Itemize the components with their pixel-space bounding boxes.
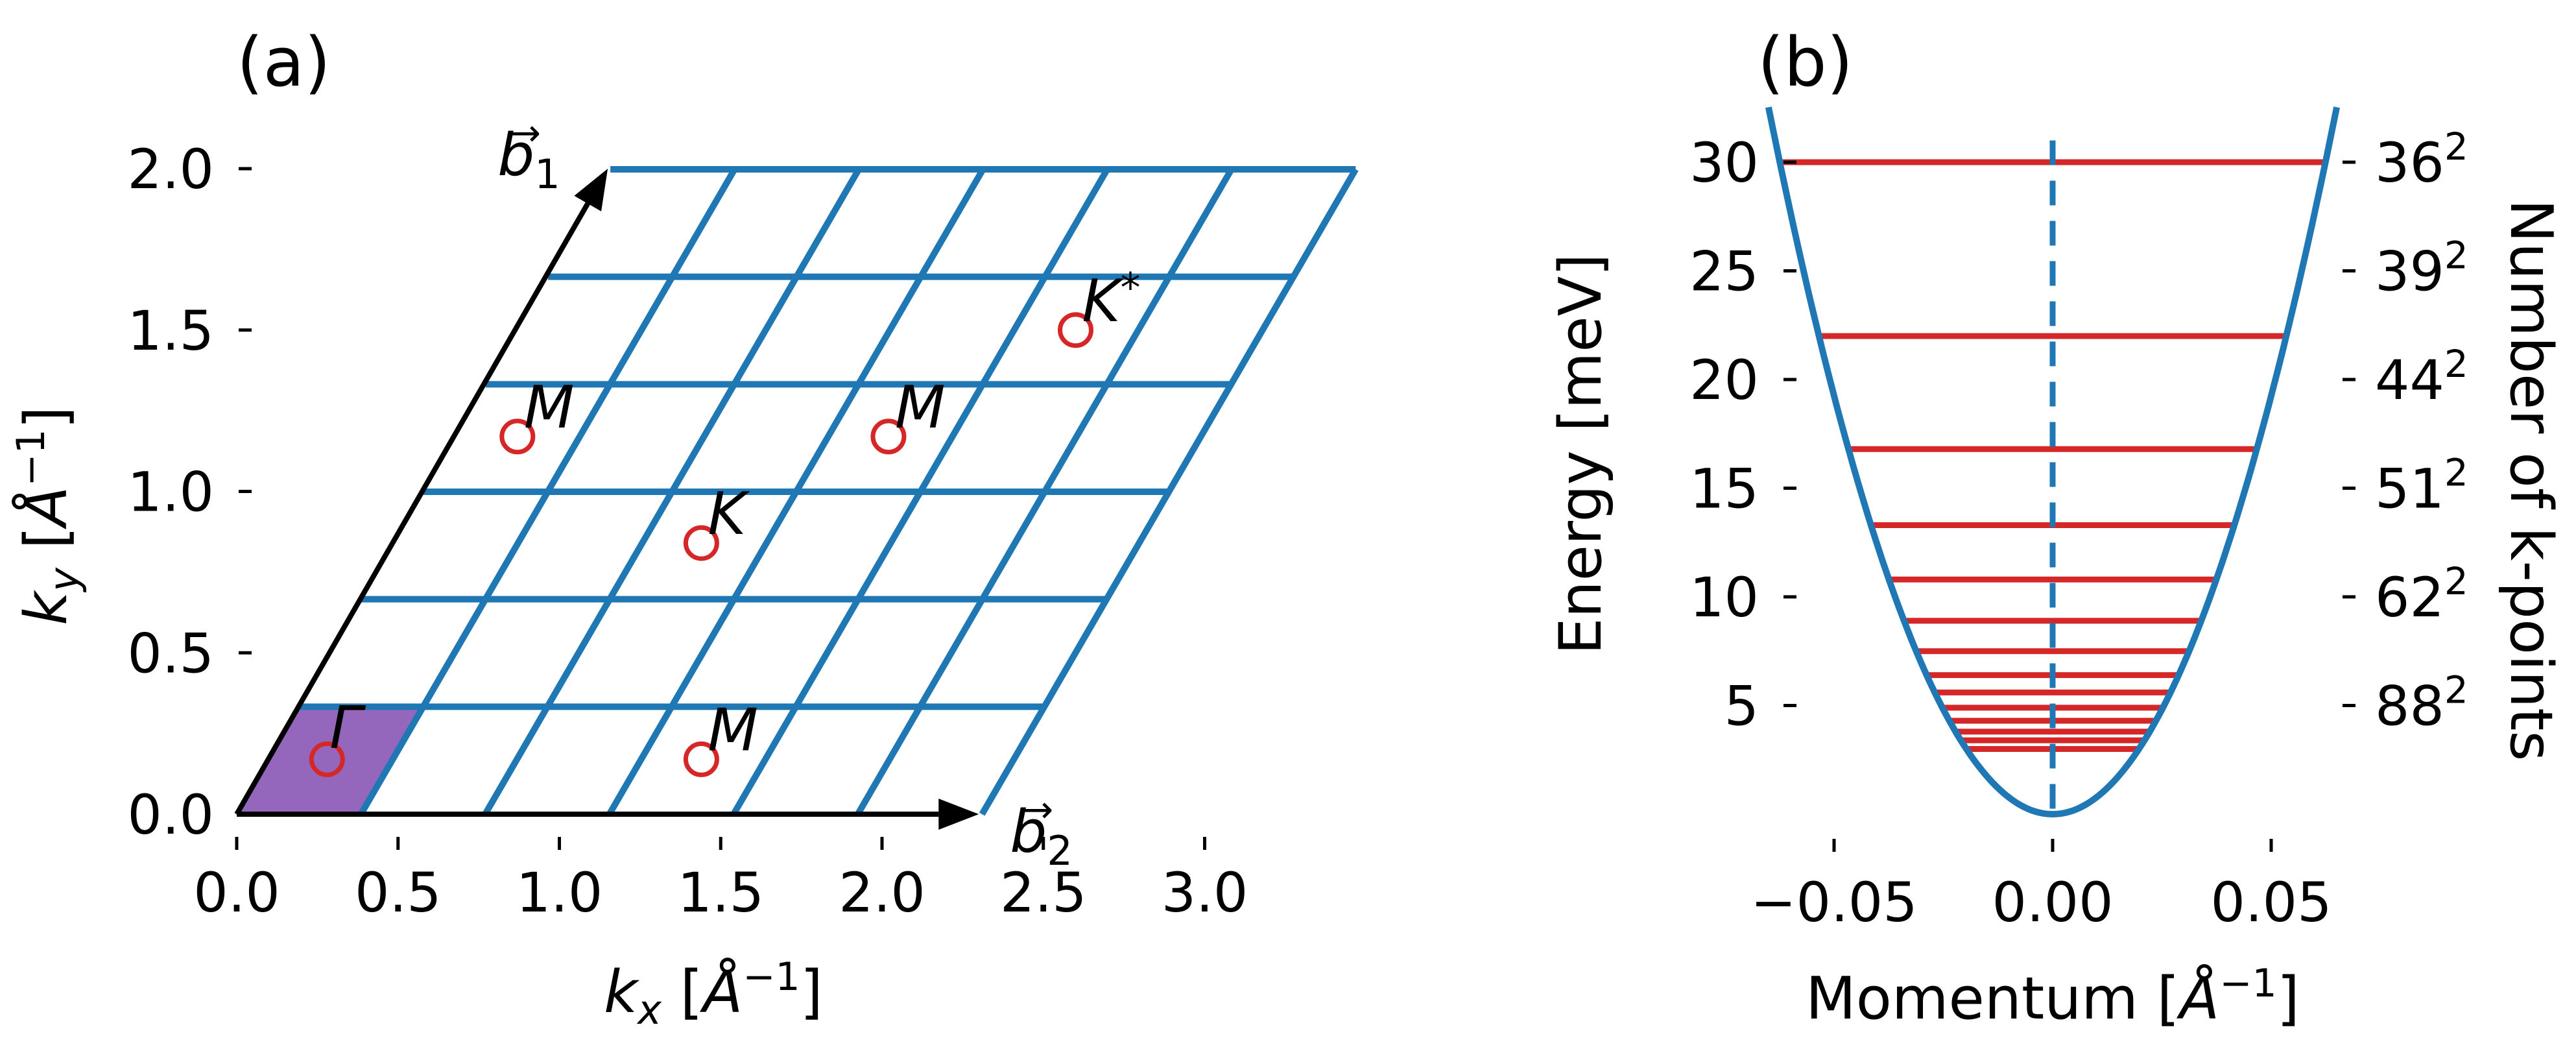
grid-line-col [855, 167, 1235, 816]
y-tick-label: 0.0 [127, 783, 214, 847]
right-tick-label: 622 [2375, 559, 2468, 629]
panel-b-label: (b) [1758, 23, 1853, 102]
grid-line-col [482, 167, 862, 816]
vector-b2-arrow-accent: → [1023, 789, 1053, 831]
vector-b1-label: b1 [497, 121, 560, 198]
point-label: M [524, 374, 575, 442]
point-marker [309, 741, 345, 777]
y-tick-label: 15 [1689, 457, 1759, 521]
y-tick-label: 5 [1724, 675, 1759, 738]
y-tick-label: 1.0 [127, 461, 214, 524]
right-tick-label: 442 [2375, 342, 2468, 412]
right-tick-label: 882 [2375, 668, 2468, 738]
x-tick-label: 2.0 [839, 861, 925, 924]
point-label: Γ [329, 694, 366, 762]
x-tick-label: 1.0 [516, 861, 603, 924]
right-tick-label: 362 [2375, 125, 2468, 195]
point-marker [870, 418, 907, 455]
point-label: M [895, 374, 946, 442]
x-axis-label: kx [Å−1] [604, 954, 823, 1033]
vector-b1-arrowhead [574, 169, 608, 211]
point-label: K* [1082, 264, 1141, 335]
grid-line-col [979, 167, 1359, 816]
y-tick-label: 20 [1689, 348, 1759, 412]
y-tick-label: 0.5 [127, 622, 214, 685]
y-axis-label: ky [Å−1] [8, 406, 88, 625]
point-marker [683, 741, 719, 777]
x-axis-ticks: −0.05 0.00 0.05 [1750, 839, 2332, 934]
highlighted-unit-cell [237, 706, 423, 814]
panel-a-label: (a) [237, 23, 331, 102]
right-tick-label: 392 [2375, 234, 2468, 304]
y-tick-label: 30 [1689, 131, 1759, 195]
vector-b1-line [234, 202, 590, 815]
x-axis-label: Momentum [Å−1] [1806, 961, 2300, 1033]
reciprocal-lattice-grid [299, 165, 1359, 816]
x-tick-label: 0.05 [2210, 871, 2332, 934]
vector-b2-arrowhead [938, 799, 979, 830]
y-axis-ticks: 0.0 0.5 1.0 1.5 2.0 [127, 138, 252, 847]
y-tick-label: 10 [1689, 566, 1759, 629]
x-tick-label: 0.00 [1992, 871, 2113, 934]
y-tick-label: 25 [1689, 240, 1759, 304]
high-symmetry-points: Γ M M M K K* [309, 264, 1141, 777]
x-tick-label: 2.5 [1000, 861, 1087, 924]
grid-line-col [730, 167, 1110, 816]
point-marker [1058, 312, 1093, 348]
point-label: K [708, 480, 750, 548]
point-marker [499, 418, 536, 455]
panel-b: (b) −0.05 0.00 0.05 5 10 15 20 25 30 362 392 442 5… [1547, 23, 2565, 1033]
y-tick-label: 1.5 [127, 299, 214, 363]
dispersion-curve [1765, 106, 2340, 818]
vector-b2-label: b2 [1010, 798, 1073, 875]
x-tick-label: 0.0 [193, 861, 280, 924]
right-tick-label: 512 [2375, 451, 2468, 521]
y-tick-label: 2.0 [127, 138, 214, 201]
right-axis-ticks: 362 392 442 512 622 882 [2343, 125, 2468, 738]
reciprocal-vectors: b1→b2→ [234, 112, 1073, 875]
right-axis-label: Number of k-points [2497, 199, 2565, 762]
point-label: M [708, 696, 758, 764]
x-tick-label: 0.5 [355, 861, 442, 924]
vector-b1-arrow-accent: → [510, 112, 541, 154]
energy-levels [1780, 159, 2326, 752]
unit-cell-fill [237, 706, 423, 814]
y-axis-ticks: 5 10 15 20 25 30 [1689, 131, 1796, 738]
point-marker [683, 525, 719, 561]
y-axis-label: Energy [meV] [1547, 254, 1615, 655]
grid-line-col [606, 167, 986, 816]
x-tick-label: 3.0 [1162, 861, 1248, 924]
x-tick-label: −0.05 [1750, 871, 1917, 934]
x-tick-label: 1.5 [677, 861, 764, 924]
x-axis-ticks: 0.0 0.5 1.0 1.5 2.0 2.5 3.0 [193, 837, 1248, 924]
grid-line-col [358, 167, 737, 816]
